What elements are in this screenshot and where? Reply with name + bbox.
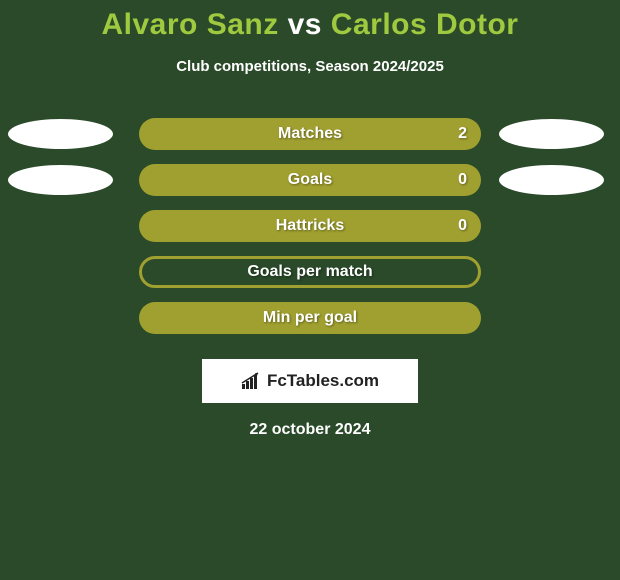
stat-value: 2 [458, 125, 467, 143]
stat-row: Matches 2 [0, 111, 620, 157]
stat-label: Hattricks [276, 217, 344, 235]
bar-chart-icon [241, 372, 263, 390]
right-ellipse [499, 119, 604, 149]
stat-value: 0 [458, 217, 467, 235]
stat-label: Min per goal [263, 309, 357, 327]
stat-row: Min per goal [0, 295, 620, 341]
stat-bar: Goals 0 [139, 164, 481, 196]
left-ellipse [8, 165, 113, 195]
stat-bar: Min per goal [139, 302, 481, 334]
player2-name: Carlos Dotor [331, 8, 519, 41]
brand-label: FcTables.com [267, 371, 379, 391]
stat-bar: Hattricks 0 [139, 210, 481, 242]
stat-row: Goals per match [0, 249, 620, 295]
date-text: 22 october 2024 [0, 421, 620, 439]
stat-row: Hattricks 0 [0, 203, 620, 249]
stat-label: Goals [288, 171, 332, 189]
vs-text: vs [288, 8, 322, 41]
stat-rows: Matches 2 Goals 0 Hattricks 0 Goals per match M… [0, 111, 620, 341]
stat-label: Matches [278, 125, 342, 143]
right-ellipse [499, 165, 604, 195]
player1-name: Alvaro Sanz [102, 8, 279, 41]
brand-text: FcTables.com [241, 371, 379, 391]
subtitle: Club competitions, Season 2024/2025 [0, 58, 620, 75]
comparison-title: Alvaro Sanz vs Carlos Dotor [0, 8, 620, 42]
stat-bar: Goals per match [139, 256, 481, 288]
stat-value: 0 [458, 171, 467, 189]
brand-box: FcTables.com [202, 359, 418, 403]
infographic-container: Alvaro Sanz vs Carlos Dotor Club competi… [0, 0, 620, 439]
stat-row: Goals 0 [0, 157, 620, 203]
stat-label: Goals per match [247, 263, 372, 281]
left-ellipse [8, 119, 113, 149]
stat-bar: Matches 2 [139, 118, 481, 150]
